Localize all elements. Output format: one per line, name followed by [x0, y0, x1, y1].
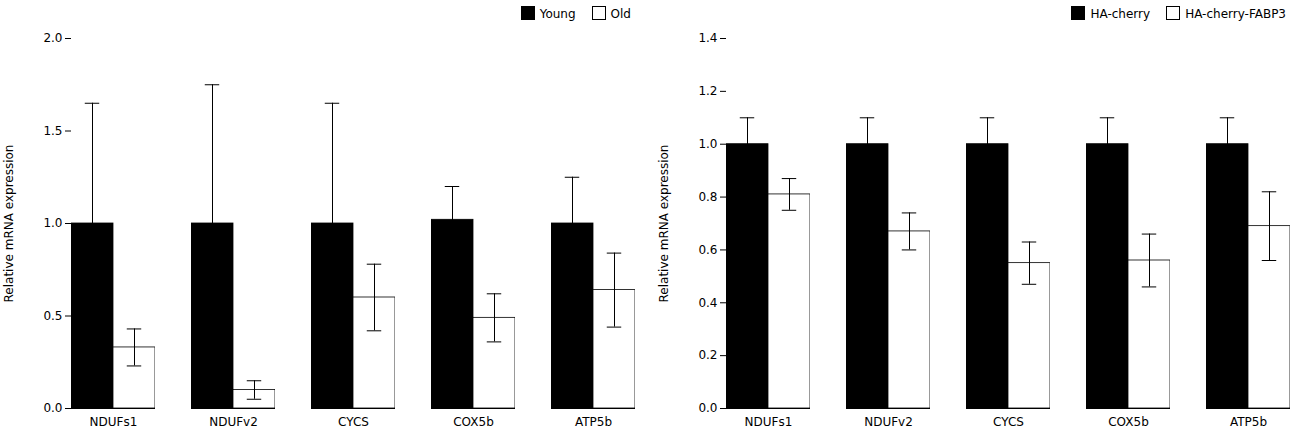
html-text:HA-cherry: HA-cherry [1090, 6, 1151, 21]
svg-text:Relative mRNA expression: Relative mRNA expression [2, 145, 16, 303]
svg-text:CYCS: CYCS [338, 415, 369, 429]
svg-text:2.0: 2.0 [43, 31, 62, 45]
svg-text:1.0: 1.0 [698, 137, 717, 151]
svg-text:ATP5b: ATP5b [575, 415, 612, 429]
svg-text:1.2: 1.2 [698, 84, 717, 98]
svg-text:ATP5b: ATP5b [1230, 415, 1267, 429]
svg-text:0.5: 0.5 [43, 309, 62, 323]
svg-text:COX5b: COX5b [1108, 415, 1149, 429]
html-text:Old: Old [610, 6, 631, 21]
svg-text:0.0: 0.0 [43, 401, 62, 415]
svg-text:0.6: 0.6 [698, 243, 717, 257]
svg-text:NDUFs1: NDUFs1 [745, 415, 793, 429]
svg-text:0.8: 0.8 [698, 190, 717, 204]
svg-text:NDUFv2: NDUFv2 [864, 415, 913, 429]
svg-text:0.2: 0.2 [698, 348, 717, 362]
svg-text:Relative mRNA expression: Relative mRNA expression [657, 145, 671, 303]
svg-text:0.4: 0.4 [698, 296, 717, 310]
svg-text:NDUFv2: NDUFv2 [209, 415, 258, 429]
html-text:HA-cherry-FABP3: HA-cherry-FABP3 [1185, 6, 1286, 21]
svg-text:COX5b: COX5b [453, 415, 494, 429]
html-text:Young: Young [539, 6, 576, 21]
svg-text:1.4: 1.4 [698, 31, 717, 45]
svg-text:CYCS: CYCS [993, 415, 1024, 429]
svg-text:NDUFs1: NDUFs1 [90, 415, 138, 429]
svg-text:1.5: 1.5 [43, 124, 62, 138]
svg-text:1.0: 1.0 [43, 216, 62, 230]
svg-text:0.0: 0.0 [698, 401, 717, 415]
